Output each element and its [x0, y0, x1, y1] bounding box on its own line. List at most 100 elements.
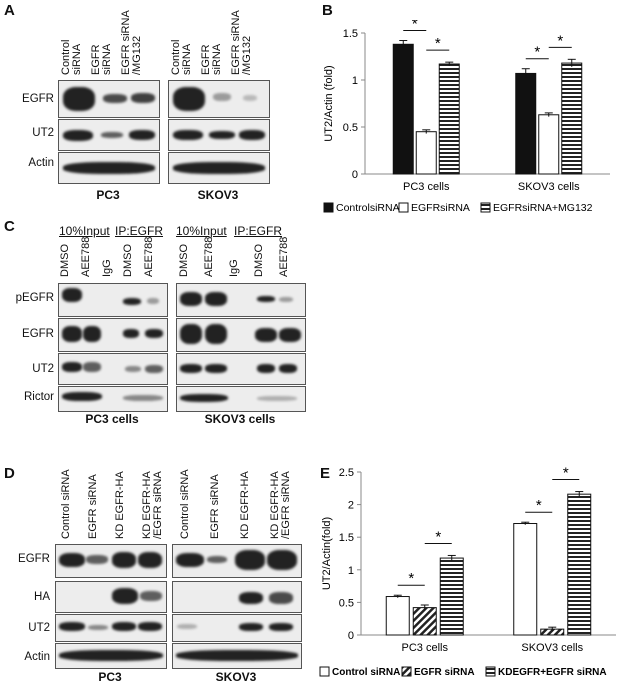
significance-star: *: [412, 20, 418, 33]
bar: [538, 114, 560, 175]
lane-label: KD EGFR-HA: [239, 471, 251, 539]
lane-label: Control siRNA: [170, 39, 193, 75]
chart-e: 0 0.5 1 1.5 2 2.5 UT2/Actin(fold) PC3 cells SKOV…: [319, 465, 616, 678]
panel-a-blot-pc3-actin: [58, 152, 160, 184]
significance-star: *: [536, 497, 542, 514]
lane-label: KD EGFR-HA /EGFR siRNA: [269, 471, 292, 539]
panel-d-blot-skov3-actin: [172, 643, 302, 669]
panel-c-blot-pc3-egfr: [58, 318, 168, 352]
panel-a-blot-pc3-egfr: [58, 80, 160, 118]
legend-label: EGFRsiRNA: [411, 202, 470, 214]
panel-label-e: E: [320, 465, 331, 482]
panel-a-blot-skov3-ut2: [168, 119, 270, 151]
lane-label: AEE788: [203, 236, 215, 277]
lane-label: EGFR siRNA: [90, 43, 113, 75]
x-category-label: PC3 cells: [403, 181, 450, 193]
panel-d-blot-skov3-egfr: [172, 544, 302, 578]
legend-swatch: [319, 666, 330, 677]
lane-label: Control siRNA: [179, 469, 191, 539]
panel-d-row-actin: Actin: [24, 651, 50, 663]
panel-c-caption-skov3: SKOV3 cells: [204, 412, 276, 426]
bar: [515, 72, 537, 175]
panel-c-blot-skov3-ut2: [176, 353, 306, 385]
panel-a-caption-skov3: SKOV3: [197, 188, 239, 202]
panel-d-blot-pc3-egfr: [55, 544, 167, 578]
legend-label: Control siRNA: [332, 667, 400, 678]
legend-swatch: [480, 202, 491, 213]
legend-swatch: [401, 666, 412, 677]
x-category-label: SKOV3 cells: [518, 181, 580, 193]
panel-d-blot-pc3-ha: [55, 581, 167, 613]
lane-label: AEE788: [143, 236, 155, 277]
panel-a-blot-skov3-actin: [168, 152, 270, 184]
panel-d-caption-pc3: PC3: [98, 670, 122, 684]
lane-label: EGFR siRNA: [87, 474, 99, 539]
legend-label: KDEGFR+EGFR siRNA: [498, 667, 607, 678]
lane-label: IgG: [101, 259, 113, 277]
lane-label: KD EGFR-HA /EGFR siRNA: [141, 471, 164, 539]
lane-label: KD EGFR-HA: [114, 471, 126, 539]
panel-c-blot-skov3-rictor: [176, 386, 306, 412]
panel-a-caption-pc3: PC3: [96, 188, 120, 202]
bar: [392, 43, 414, 175]
panel-d-row-ha: HA: [34, 591, 50, 603]
panel-d-blot-pc3-actin: [55, 643, 167, 669]
panel-c-blot-skov3-pegfr: [176, 283, 306, 317]
significance-star: *: [563, 465, 569, 482]
panel-c-row-ut2: UT2: [32, 363, 54, 375]
panel-a-row-egfr: EGFR: [22, 93, 54, 105]
lane-label: EGFR siRNA /MG132: [120, 10, 143, 75]
bar: [439, 557, 464, 636]
panel-c-caption-pc3: PC3 cells: [85, 412, 139, 426]
lane-label: EGFR siRNA: [200, 43, 223, 75]
legend-label: EGFR siRNA: [414, 667, 475, 678]
panel-d-caption-skov3: SKOV3: [215, 670, 257, 684]
panel-c-blot-skov3-egfr: [176, 318, 306, 352]
y-tick-label: 0: [352, 169, 358, 181]
bar: [567, 493, 592, 636]
lane-label: AEE788: [278, 236, 290, 277]
x-category-label: PC3 cells: [402, 642, 449, 654]
panel-c-ip-header-left: IP:EGFR: [115, 224, 164, 238]
panel-c-row-egfr: EGFR: [22, 328, 54, 340]
panel-c-blot-pc3-ut2: [58, 353, 168, 385]
y-tick-label: 2: [348, 500, 354, 512]
y-tick-label: 1: [352, 75, 358, 87]
panel-a-blot-skov3-egfr: [168, 80, 270, 118]
panel-c-input-header-left: 10%Input: [59, 224, 110, 238]
x-category-label: SKOV3 cells: [521, 642, 583, 654]
y-tick-label: 1.5: [343, 28, 358, 40]
panel-d-blot-skov3-ha: [172, 581, 302, 613]
lane-label: IgG: [228, 259, 240, 277]
y-axis-label: UT2/Actin (fold): [323, 65, 335, 141]
lane-label: DMSO: [253, 244, 265, 277]
bar: [561, 62, 583, 175]
legend-swatch: [398, 202, 409, 213]
significance-star: *: [408, 570, 414, 587]
panel-d-row-ut2: UT2: [28, 622, 50, 634]
bar: [513, 523, 538, 636]
y-tick-label: 0.5: [339, 597, 354, 609]
legend-label: ControlsiRNA: [336, 202, 400, 214]
panel-d-blot-skov3-ut2: [172, 614, 302, 642]
panel-a-blot-pc3-ut2: [58, 119, 160, 151]
panel-a-row-actin: Actin: [28, 157, 54, 169]
significance-star: *: [435, 528, 441, 545]
y-tick-label: 0.5: [343, 122, 358, 134]
legend-swatch: [485, 666, 496, 677]
significance-star: *: [534, 44, 540, 61]
panel-c-blot-pc3-rictor: [58, 386, 168, 412]
panel-a-row-ut2: UT2: [32, 127, 54, 139]
lane-label: EGFR siRNA /MG132: [230, 10, 253, 75]
panel-label-a: A: [4, 2, 15, 19]
lane-label: Control siRNA: [60, 469, 72, 539]
lane-label: AEE788: [80, 236, 92, 277]
lane-label: DMSO: [59, 244, 71, 277]
lane-label: Control siRNA: [60, 39, 83, 75]
panel-c-input-header-right: 10%Input: [176, 224, 227, 238]
bar: [412, 607, 437, 636]
y-axis-label: UT2/Actin(fold): [321, 517, 333, 590]
bar: [385, 596, 410, 636]
lane-label: DMSO: [178, 244, 190, 277]
panel-label-c: C: [4, 218, 15, 235]
